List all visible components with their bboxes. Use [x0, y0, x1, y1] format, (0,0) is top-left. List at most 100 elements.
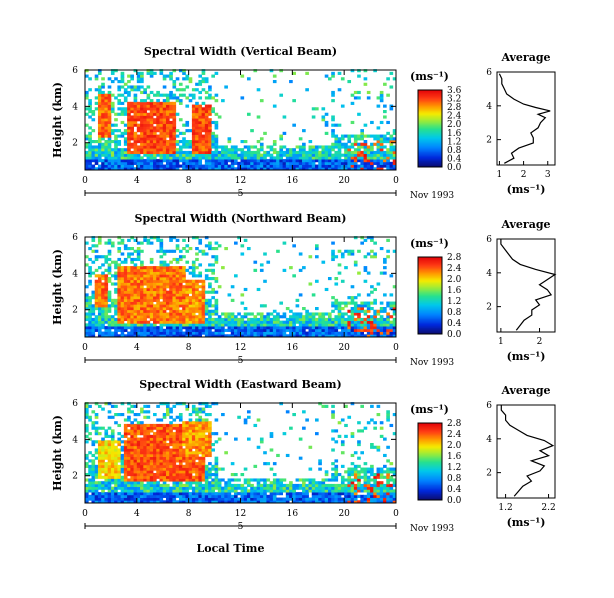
- heat-cell: [315, 255, 319, 259]
- heat-cell: [110, 167, 115, 171]
- heat-cell: [383, 150, 387, 155]
- heat-cell: [250, 486, 254, 490]
- heat-cell: [214, 257, 219, 262]
- heat-cell: [185, 244, 190, 248]
- heat-cell: [321, 331, 326, 335]
- heat-cell: [156, 104, 160, 108]
- heat-cell: [256, 334, 261, 338]
- heat-cell: [217, 492, 222, 496]
- heat-cell: [127, 156, 131, 160]
- heat-cell: [276, 500, 280, 504]
- heat-cell: [159, 483, 164, 488]
- heat-cell: [136, 301, 141, 305]
- heat-cell: [123, 88, 128, 92]
- heat-cell: [191, 161, 196, 165]
- heat-cell: [169, 104, 173, 108]
- heat-cell: [136, 293, 141, 297]
- heat-cell: [133, 451, 138, 455]
- heat-cell: [140, 304, 144, 308]
- heat-cell: [289, 320, 293, 324]
- heat-cell: [204, 268, 209, 272]
- heat-cell: [123, 167, 128, 171]
- heat-cell: [198, 423, 203, 428]
- heat-cell: [276, 486, 280, 490]
- average-y-tick-label: 4: [486, 269, 492, 279]
- heat-cell: [140, 167, 144, 171]
- heat-cell: [211, 492, 215, 496]
- heat-cell: [243, 481, 248, 485]
- heat-cell: [146, 129, 151, 133]
- heat-cell: [201, 167, 206, 171]
- heat-cell: [178, 481, 183, 485]
- colorbar-segment: [418, 259, 442, 262]
- heat-cell: [117, 88, 122, 92]
- heat-cell: [136, 328, 141, 332]
- heat-cell: [146, 279, 151, 283]
- heat-cell: [224, 317, 228, 322]
- heat-cell: [130, 312, 134, 316]
- heat-cell: [136, 426, 141, 430]
- heat-cell: [91, 290, 96, 294]
- heat-cell: [250, 478, 254, 482]
- heat-cell: [237, 167, 241, 171]
- heat-cell: [117, 413, 122, 417]
- heat-cell: [324, 328, 329, 332]
- heat-cell: [85, 494, 89, 498]
- heat-cell: [204, 252, 209, 256]
- heat-cell: [315, 148, 319, 152]
- heat-cell: [162, 492, 167, 496]
- heat-cell: [165, 274, 170, 278]
- heat-cell: [308, 500, 313, 504]
- heat-cell: [178, 445, 183, 449]
- heat-cell: [214, 323, 219, 327]
- heat-cell: [120, 497, 125, 501]
- heat-cell: [259, 323, 264, 327]
- heat-cell: [185, 500, 190, 504]
- x-tick-label: 0: [82, 343, 88, 353]
- heat-cell: [311, 328, 316, 332]
- heat-cell: [101, 161, 105, 165]
- heat-cell: [188, 320, 193, 324]
- heat-cell: [334, 320, 339, 324]
- heat-cell: [285, 323, 290, 327]
- heat-cell: [350, 167, 355, 171]
- heat-cell: [140, 277, 144, 281]
- heat-cell: [117, 274, 122, 278]
- heat-cell: [376, 126, 381, 130]
- heat-cell: [363, 123, 368, 127]
- heat-cell: [94, 107, 99, 111]
- heat-cell: [114, 486, 118, 490]
- heat-cell: [97, 432, 102, 436]
- heat-cell: [298, 315, 303, 319]
- heat-cell: [227, 483, 232, 488]
- heat-cell: [230, 317, 235, 322]
- heat-cell: [331, 331, 335, 335]
- heat-cell: [227, 320, 232, 324]
- heat-cell: [302, 153, 306, 157]
- heat-cell: [279, 153, 284, 157]
- heat-cell: [182, 467, 186, 471]
- heat-cell: [149, 467, 154, 471]
- heat-cell: [140, 161, 144, 165]
- heat-cell: [175, 415, 180, 419]
- heat-cell: [353, 312, 358, 316]
- heat-cell: [370, 236, 374, 240]
- heat-cell: [149, 290, 154, 294]
- heat-cell: [149, 164, 154, 168]
- heat-cell: [295, 331, 300, 335]
- heat-cell: [305, 483, 309, 488]
- heat-cell: [195, 285, 199, 289]
- heat-cell: [91, 475, 96, 479]
- heat-cell: [182, 301, 186, 305]
- heat-cell: [114, 326, 118, 330]
- heat-cell: [159, 315, 164, 319]
- heat-cell: [162, 470, 167, 474]
- heat-cell: [204, 123, 209, 127]
- heat-cell: [110, 317, 115, 322]
- heat-cell: [165, 107, 170, 111]
- heat-cell: [302, 497, 306, 501]
- heat-cell: [282, 326, 287, 330]
- panel-2: Spectral Width (Northward Beam)0 4 8 12 16 20…: [51, 212, 557, 368]
- heat-cell: [282, 153, 287, 157]
- heat-cell: [149, 145, 154, 149]
